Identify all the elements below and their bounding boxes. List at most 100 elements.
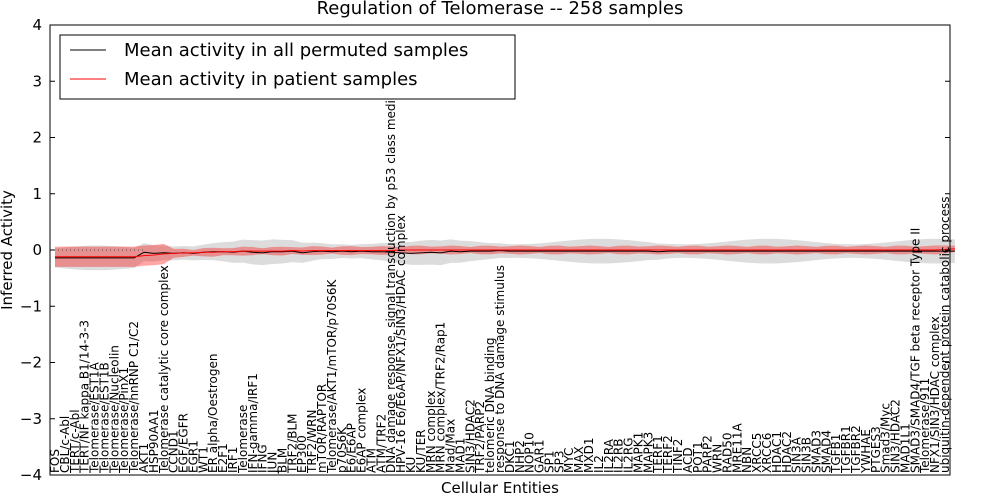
entity-label: SIN3A <box>790 436 804 473</box>
y-tick-label: 0 <box>32 241 42 259</box>
entity-label: TGFBR2 <box>849 425 863 474</box>
entity-label: PARP2 <box>701 435 715 473</box>
entity-label: HSP90AA1 <box>147 409 161 473</box>
legend-box <box>59 34 516 100</box>
entity-label: SP3 <box>552 451 566 474</box>
entity-label: mTOR/RAPTOR <box>315 384 329 473</box>
entity-label: TRF2/BLM <box>285 413 299 474</box>
entity-label: TGFB1 <box>829 434 843 474</box>
entity-label: KU/TER <box>414 429 428 473</box>
x-axis-label: Cellular Entities <box>441 479 559 497</box>
legend-label-permuted: Mean activity in all permuted samples <box>124 40 468 61</box>
entity-label: XRCC6 <box>760 433 774 473</box>
entity-label: MAPK1 <box>631 432 645 473</box>
entity-label: MRN complex <box>424 391 438 473</box>
entity-label: TRF2/WRN <box>305 410 319 474</box>
entity-label: DKC1 <box>503 441 517 473</box>
entity-label: WT1 <box>196 446 210 473</box>
series-line-patient <box>55 248 955 258</box>
entity-label: MRE11A <box>730 422 744 473</box>
entity-label: MXD1 <box>582 438 596 473</box>
entity-label: RAD50 <box>720 432 734 473</box>
entity-label: YWHAE <box>859 429 873 474</box>
entity-label: SIN3/HDAC2 <box>889 399 903 473</box>
entity-label: NHP2 <box>513 440 527 473</box>
entity-label: MAD1L1 <box>898 423 912 473</box>
entity-label: Telomerase <box>236 405 250 474</box>
entity-label: DNA damage response, signal transduction… <box>384 76 398 473</box>
entity-label: Telomerase/hnRNP C1/C2 <box>127 321 141 474</box>
entity-label: SIN3/HDAC2 <box>463 399 477 473</box>
entity-label: Smad3/Myc <box>879 403 893 473</box>
y-tick-label: 4 <box>32 16 42 34</box>
entity-label: telomeric DNA binding <box>483 338 497 474</box>
y-tick-label: 3 <box>32 72 42 90</box>
y-tick-label: 2 <box>32 129 42 147</box>
entity-label: p70S6K <box>335 426 349 473</box>
entity-label: SMAD3 <box>809 430 823 473</box>
chart-title: Regulation of Telomerase -- 258 samples <box>317 0 684 19</box>
entity-label: GAR1 <box>533 440 547 473</box>
entity-label: IL2 <box>592 455 606 473</box>
entity-label: AKT1 <box>137 443 151 473</box>
entity-label: SMAD3/SMAD4/TGF beta receptor Type II <box>908 228 922 473</box>
entity-label: IL2RA <box>602 438 616 473</box>
entity-label: ubiquitin-dependent protein catabolic pr… <box>938 197 952 473</box>
entity-label: NBN <box>740 447 754 473</box>
entity-label: MRN complex/TRF2/Rap1 <box>434 322 448 473</box>
entity-label: NOP10 <box>523 432 537 473</box>
entity-label: Mad/Max <box>444 419 458 473</box>
entity-label: MAX <box>572 446 586 473</box>
entity-label: HPV-16 E6/E6AP/NFX1/SIN3/HDAC complex <box>394 215 408 473</box>
entity-label: SIN3B <box>800 437 814 473</box>
entity-label: ATM <box>364 448 378 473</box>
entity-label: TERT/NF kappa B1/14-3-3 <box>78 320 92 474</box>
entity-label: JUN <box>266 452 280 474</box>
entity-label: Telomerase/EST1B <box>97 362 111 474</box>
entity-label: IL2RG <box>622 438 636 474</box>
entity-label: E2F1 <box>216 443 230 473</box>
entity-label: NFX1/SIN3/HDAC complex <box>928 316 942 473</box>
entity-label: EP300 <box>295 435 309 473</box>
entity-label: E6/E6AP <box>345 423 359 473</box>
y-tick-label: −4 <box>20 466 42 484</box>
legend: Mean activity in all permuted samples Me… <box>59 34 516 100</box>
entity-label: EGR1 <box>186 440 200 473</box>
entity-label: HDAC2 <box>780 431 794 473</box>
entity-label: IFNG <box>256 444 270 473</box>
y-tick-label: −3 <box>20 410 42 428</box>
entity-label: Telomerase/AKT1/mTOR/p70S6K <box>325 278 339 474</box>
y-tick-label: 1 <box>32 185 42 203</box>
entity-label: CCND1 <box>167 430 181 473</box>
entity-label: E6AP complex <box>355 388 369 473</box>
entity-label: TINF2 <box>671 439 685 474</box>
y-tick-label: −2 <box>20 354 42 372</box>
y-tick-label: −1 <box>20 297 42 315</box>
entity-label: FOS <box>48 449 62 473</box>
entity-label: TGFBR1 <box>839 425 853 474</box>
entity-label: Telomerase/Nucleolin <box>107 345 121 474</box>
plot-frame <box>49 24 951 476</box>
entity-label: BLM <box>275 448 289 473</box>
entity-label: WRN <box>711 444 725 473</box>
entity-label: TERF1 <box>651 435 665 474</box>
entity-label: MYC <box>562 448 576 473</box>
entity-label: IRF1 <box>226 447 240 473</box>
entity-label: MAD1 <box>453 438 467 473</box>
entity-label: XRCC5 <box>750 433 764 473</box>
entity-label: ER alpha/Oestrogen <box>206 354 220 473</box>
entity-label: ATM/TRF2 <box>374 414 388 473</box>
entity-label: IL2RB <box>612 439 626 473</box>
entity-label: TERF2 <box>661 435 675 474</box>
entity-label: EGF/EGFR <box>177 413 191 473</box>
entity-label: Telomerase catalytic core complex <box>157 265 171 474</box>
entity-label: SMAD4 <box>819 430 833 473</box>
entity-label: PTGES3 <box>869 426 883 473</box>
entity-label: IFN-gamma/IRF1 <box>246 373 260 473</box>
entity-label: ACD <box>681 447 695 473</box>
entity-label: CBL/c-Abl <box>58 416 72 473</box>
entity-label: Telomerase/PinX1 <box>117 367 131 474</box>
y-axis-label: Inferred Activity <box>0 190 16 310</box>
